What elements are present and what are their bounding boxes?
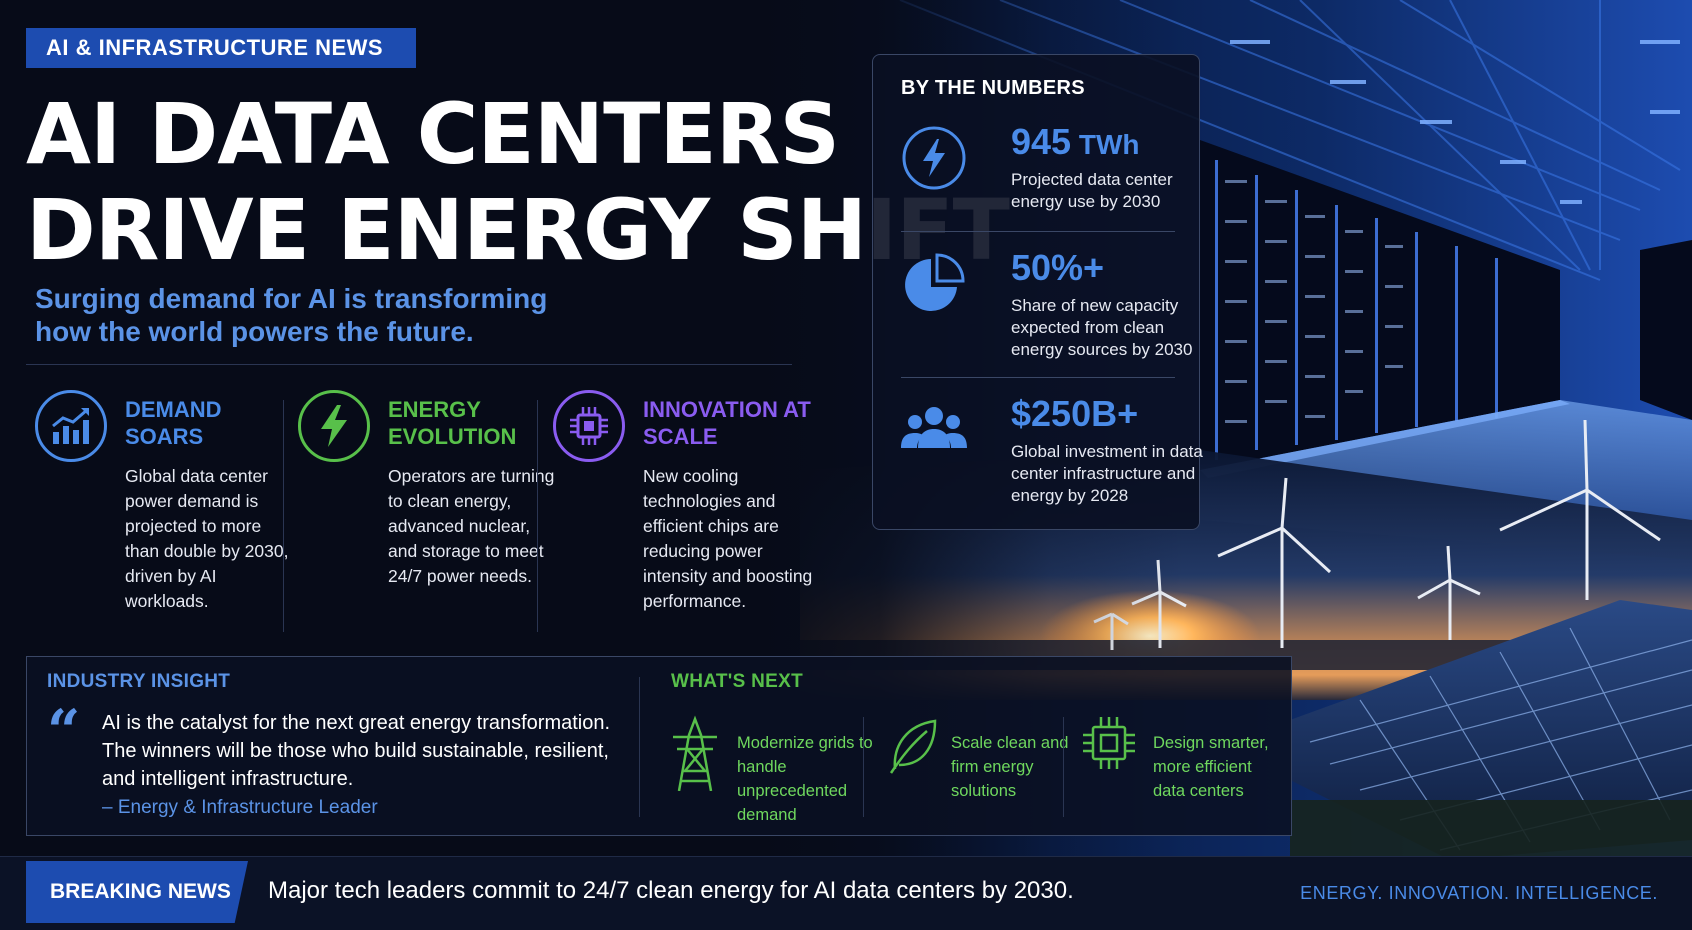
next-item-text: Modernize grids to handle unprecedented … (737, 734, 873, 824)
next-divider (863, 717, 864, 817)
insight-divider (639, 677, 640, 817)
pillar-title: ENERGY EVOLUTION (388, 397, 517, 449)
leaf-icon (885, 715, 941, 791)
stat-text: Global investment in data center infrast… (1011, 442, 1203, 505)
quote-icon: “ (47, 697, 81, 765)
headline-line-2: DRIVE ENERGY SHIFT (26, 181, 1010, 279)
stat-value: 50%+ (1011, 247, 1105, 288)
stat-text: Share of new capacity expected from clea… (1011, 296, 1193, 359)
chip-icon (553, 390, 625, 462)
next-item-text: Scale clean and firm energy solutions (951, 734, 1069, 800)
next-item-text: Design smarter, more efficient data cent… (1153, 734, 1269, 800)
stat-divider (901, 231, 1175, 232)
breaking-news-headline: Major tech leaders commit to 24/7 clean … (268, 877, 1074, 904)
next-divider (1063, 717, 1064, 817)
pillar-text: Operators are turning to clean energy, a… (388, 466, 555, 586)
page-title: AI DATA CENTERS DRIVE ENERGY SHIFT (26, 85, 1010, 279)
rising-chart-icon (35, 390, 107, 462)
headline-line-1: AI DATA CENTERS (26, 85, 840, 183)
breaking-news-ticker: BREAKING NEWS Major tech leaders commit … (0, 856, 1692, 930)
pillar-divider (283, 400, 284, 632)
numbers-title: BY THE NUMBERS (901, 77, 1085, 99)
insight-band: INDUSTRY INSIGHT “ AI is the catalyst fo… (26, 656, 1292, 836)
section-kicker: AI & INFRASTRUCTURE NEWS (26, 28, 416, 68)
pillar-title: INNOVATION AT SCALE (643, 397, 811, 449)
stat-value: $250B+ (1011, 393, 1139, 434)
stat-text: Projected data center energy use by 2030 (1011, 170, 1173, 211)
insight-quote: AI is the catalyst for the next great en… (102, 712, 611, 790)
stat-value: 945 TWh (1011, 121, 1140, 162)
pie-chart-icon (901, 251, 967, 317)
power-tower-icon (667, 715, 723, 791)
pillar-text: Global data center power demand is proje… (125, 466, 289, 611)
people-group-icon (901, 397, 967, 463)
numbers-panel: BY THE NUMBERS 945 TWh Projected data ce… (872, 54, 1203, 530)
whats-next-label: WHAT'S NEXT (671, 671, 804, 692)
insight-source: – Energy & Infrastructure Leader (102, 797, 378, 818)
pillar-text: New cooling technologies and efficient c… (643, 466, 813, 611)
tagline: ENERGY. INNOVATION. INTELLIGENCE. (1300, 883, 1658, 903)
chip-icon (1081, 715, 1137, 791)
subheadline: Surging demand for AI is transforming ho… (35, 283, 548, 347)
pillar-divider (537, 400, 538, 632)
stat-divider (901, 377, 1175, 378)
lightning-bolt-icon (298, 390, 370, 462)
breaking-news-tag: BREAKING NEWS (26, 861, 248, 923)
divider (26, 364, 792, 365)
insight-label: INDUSTRY INSIGHT (47, 671, 231, 692)
pillar-title: DEMAND SOARS (125, 397, 222, 449)
lightning-bolt-icon (901, 125, 967, 191)
